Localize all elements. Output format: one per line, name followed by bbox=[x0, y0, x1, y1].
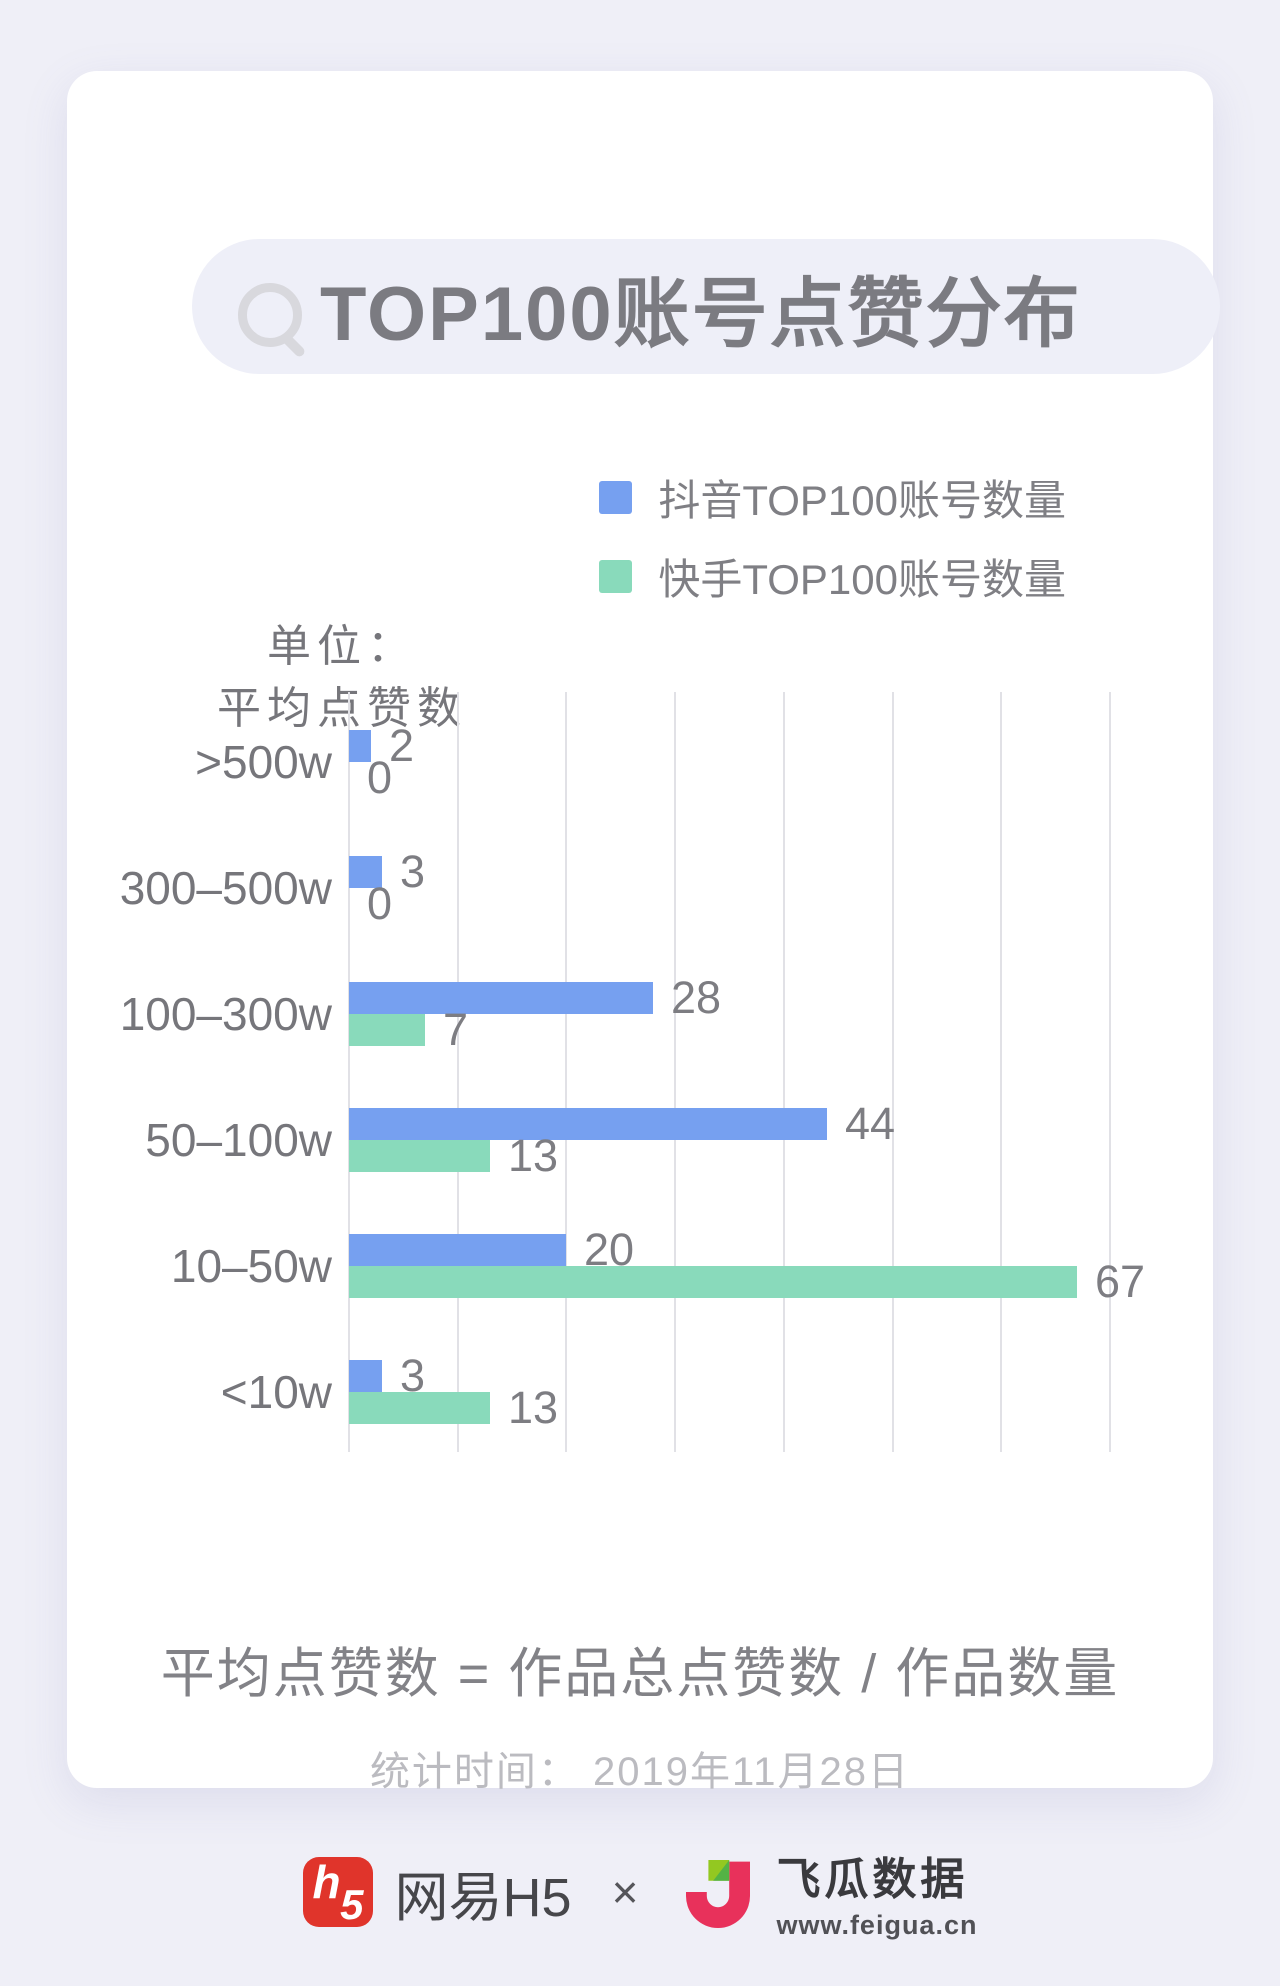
legend-label-douyin: 抖音TOP100账号数量 bbox=[658, 477, 1066, 524]
axis-unit-line1: 单位： bbox=[267, 622, 417, 671]
axis-unit-line2: 平均点赞数 bbox=[217, 684, 467, 734]
title-search-pill: TOP100账号点赞分布 bbox=[192, 239, 1220, 374]
netease-h5-logo-h: h bbox=[312, 1856, 341, 1908]
branding-row: h 5 网易H5 × 飞瓜数据 www.feigua.cn bbox=[0, 1850, 1280, 1940]
legend-label-kuaishou: 快手TOP100账号数量 bbox=[658, 556, 1066, 603]
feigua-logo-ring bbox=[686, 1861, 751, 1928]
search-icon bbox=[238, 282, 307, 358]
feigua-logo-icon bbox=[686, 1860, 751, 1928]
search-icon-lens bbox=[238, 282, 302, 347]
stat-time-text: 统计时间： 2019年11月28日 bbox=[369, 1750, 911, 1794]
legend-item-kuaishou: 快手TOP100账号数量 bbox=[599, 546, 1066, 607]
netease-h5-logo-5: 5 bbox=[340, 1881, 364, 1928]
page-title: TOP100账号点赞分布 bbox=[320, 271, 1082, 357]
legend-swatch-kuaishou bbox=[599, 560, 633, 593]
feigua-label: 飞瓜数据 bbox=[776, 1855, 969, 1904]
axis-unit-label: 单位： 平均点赞数 bbox=[182, 616, 502, 741]
netease-label: 网易H5 bbox=[394, 1867, 572, 1928]
collab-x-separator: × bbox=[611, 1866, 639, 1918]
feigua-url: www.feigua.cn bbox=[776, 1910, 978, 1940]
formula-text: 平均点赞数 = 作品总点赞数 / 作品数量 bbox=[160, 1644, 1120, 1704]
chart-legend: 抖音TOP100账号数量 快手TOP100账号数量 bbox=[599, 467, 1066, 625]
netease-h5-logo: h 5 bbox=[302, 1856, 373, 1928]
legend-swatch-douyin bbox=[599, 481, 633, 514]
feigua-text-block: 飞瓜数据 www.feigua.cn bbox=[776, 1843, 977, 1941]
infographic-card: TOP100账号点赞分布 抖音TOP100账号数量 快手TOP100账号数量 单… bbox=[67, 71, 1220, 1794]
legend-item-douyin: 抖音TOP100账号数量 bbox=[599, 467, 1066, 528]
